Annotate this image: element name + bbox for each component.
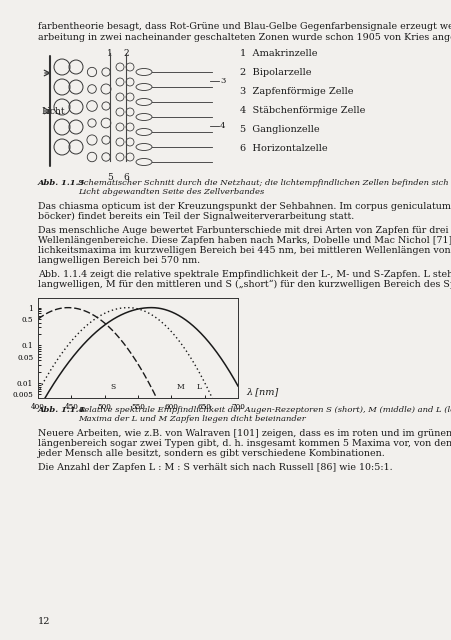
- Text: λ [nm]: λ [nm]: [245, 387, 278, 396]
- Text: böcker) findet bereits ein Teil der Signalweiterverarbeitung statt.: böcker) findet bereits ein Teil der Sign…: [38, 212, 354, 221]
- Text: farbentheorie besagt, dass Rot-Grüne und Blau-Gelbe Gegenfarbensignale erzeugt w: farbentheorie besagt, dass Rot-Grüne und…: [38, 22, 451, 31]
- Text: 4: 4: [220, 122, 225, 130]
- Text: Wellenlängenbereiche. Diese Zapfen haben nach Marks, Dobelle und Mac Nichol [71]: Wellenlängenbereiche. Diese Zapfen haben…: [38, 236, 451, 245]
- Text: L: L: [196, 383, 201, 390]
- Text: 2: 2: [123, 49, 129, 58]
- Text: Relative spektrale Empfindlichkeit der Augen-Rezeptoren S (short), M (middle) an: Relative spektrale Empfindlichkeit der A…: [78, 406, 451, 414]
- Text: Schematischer Schnitt durch die Netzhaut; die lichtempfindlichen Zellen befinden: Schematischer Schnitt durch die Netzhaut…: [78, 179, 451, 187]
- Text: Das chiasma opticum ist der Kreuzungspunkt der Sehbahnen. Im corpus geniculatum : Das chiasma opticum ist der Kreuzungspun…: [38, 202, 451, 211]
- Text: 6  Horizontalzelle: 6 Horizontalzelle: [239, 144, 327, 153]
- Text: 12: 12: [38, 617, 51, 626]
- Text: 5: 5: [107, 173, 113, 182]
- Text: 2  Bipolarzelle: 2 Bipolarzelle: [239, 68, 311, 77]
- Text: 3: 3: [220, 77, 225, 85]
- Text: 6: 6: [123, 173, 129, 182]
- Text: Abb. 1.1.3: Abb. 1.1.3: [38, 179, 85, 187]
- Text: langwelligen Bereich bei 570 nm.: langwelligen Bereich bei 570 nm.: [38, 256, 200, 265]
- Text: Licht abgewandten Seite des Zellverbandes: Licht abgewandten Seite des Zellverbande…: [78, 188, 264, 196]
- Text: 3  Zapfenförmige Zelle: 3 Zapfenförmige Zelle: [239, 87, 353, 96]
- Text: Abb. 1.1.4: Abb. 1.1.4: [38, 406, 85, 414]
- Text: Die Anzahl der Zapfen L : M : S verhält sich nach Russell [86] wie 10:5:1.: Die Anzahl der Zapfen L : M : S verhält …: [38, 463, 392, 472]
- Text: Licht: Licht: [41, 106, 64, 115]
- Text: lichkeitsmaxima im kurzwelligen Bereich bei 445 nm, bei mittleren Wellenlängen v: lichkeitsmaxima im kurzwelligen Bereich …: [38, 246, 451, 255]
- Text: Maxima der L und M Zapfen liegen dicht beieinander: Maxima der L und M Zapfen liegen dicht b…: [78, 415, 305, 423]
- Text: 5  Ganglionzelle: 5 Ganglionzelle: [239, 125, 319, 134]
- Text: Das menschliche Auge bewertet Farbunterschiede mit drei Arten von Zapfen für dre: Das menschliche Auge bewertet Farbunters…: [38, 226, 451, 235]
- Text: 4  Stäbchenförmige Zelle: 4 Stäbchenförmige Zelle: [239, 106, 364, 115]
- Text: M: M: [176, 383, 184, 390]
- Text: 1: 1: [107, 49, 113, 58]
- Text: längenbereich sogar zwei Typen gibt, d. h. insgesamt kommen 5 Maxima vor, von de: längenbereich sogar zwei Typen gibt, d. …: [38, 439, 451, 448]
- Text: S: S: [110, 383, 115, 390]
- Text: arbeitung in zwei nacheinander geschalteten Zonen wurde schon 1905 von Kries ang: arbeitung in zwei nacheinander geschalte…: [38, 33, 451, 42]
- Text: Abb. 1.1.4 zeigt die relative spektrale Empfindlichkeit der L-, M- und S-Zapfen.: Abb. 1.1.4 zeigt die relative spektrale …: [38, 270, 451, 279]
- Text: jeder Mensch alle besitzt, sondern es gibt verschiedene Kombinationen.: jeder Mensch alle besitzt, sondern es gi…: [38, 449, 385, 458]
- Text: 1  Amakrinzelle: 1 Amakrinzelle: [239, 49, 317, 58]
- Text: langwelligen, M für den mittleren und S („short“) für den kurzwelligen Bereich d: langwelligen, M für den mittleren und S …: [38, 280, 451, 289]
- Text: Neuere Arbeiten, wie z.B. von Walraven [101] zeigen, dass es im roten und im grü: Neuere Arbeiten, wie z.B. von Walraven […: [38, 429, 451, 438]
